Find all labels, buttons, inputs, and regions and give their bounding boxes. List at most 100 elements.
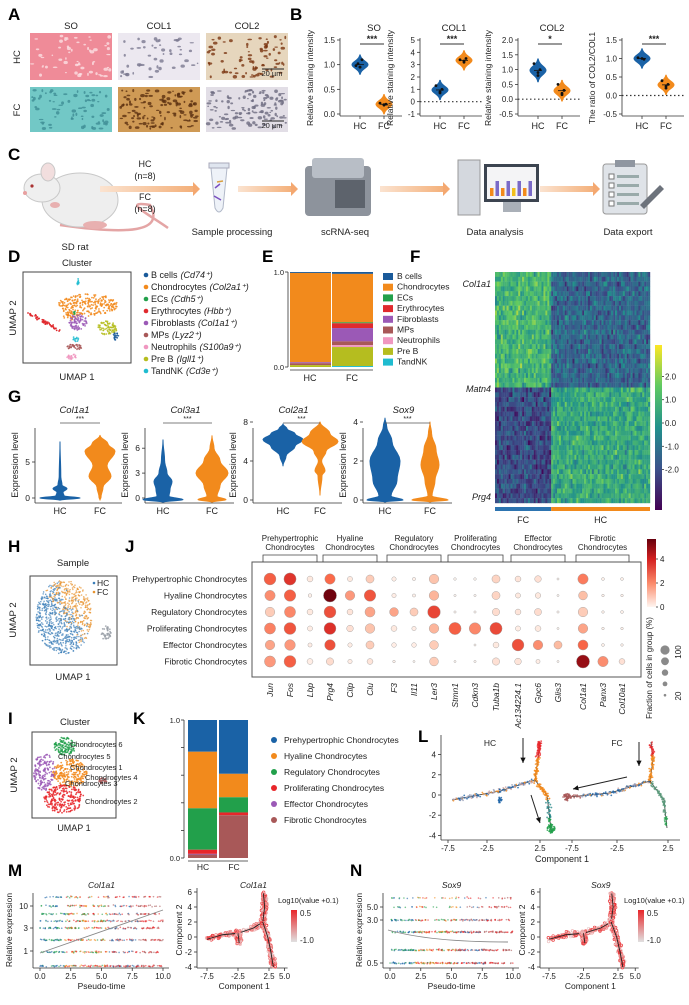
heatmap-cell (630, 272, 633, 278)
cell-point (94, 303, 97, 306)
legend-label: Chondrocytes (397, 282, 449, 292)
heatmap-cell (524, 377, 527, 383)
heatmap-cell (589, 373, 593, 379)
cell (31, 96, 34, 99)
heatmap-cell (620, 272, 624, 278)
cell (238, 58, 242, 63)
heatmap-cell (619, 296, 622, 302)
heatmap-cell (537, 450, 540, 456)
cell-point (108, 322, 111, 325)
heatmap-cell (640, 387, 643, 393)
heatmap-cell (547, 421, 550, 427)
cell (255, 73, 260, 77)
heatmap-cell (529, 435, 533, 441)
legend-item-neutrophils: Neutrophils (S100a9⁺) (143, 342, 241, 352)
heatmap-cell (601, 286, 604, 292)
heatmap-cell (622, 392, 626, 398)
cell-point (71, 325, 74, 328)
heatmap-cell (605, 281, 608, 287)
heatmap-cell (516, 339, 519, 345)
heatmap-cell (549, 305, 552, 311)
cell (183, 119, 188, 122)
heatmap-cell (529, 406, 533, 412)
heatmap-cell (547, 411, 550, 417)
heatmap-cell (597, 421, 600, 427)
cell-point (84, 320, 87, 322)
cell (226, 99, 230, 104)
heatmap-cell (589, 440, 593, 446)
cell (91, 94, 96, 97)
heatmap-cell (615, 397, 618, 403)
heatmap-cell (620, 416, 624, 422)
cell (127, 112, 131, 114)
heatmap-cell (500, 454, 503, 460)
heatmap-cell (566, 272, 569, 278)
cell (104, 120, 109, 124)
heatmap-cell (644, 478, 647, 484)
chart-bar (495, 181, 499, 196)
heatmap-cell (539, 315, 542, 321)
heatmap-cell (537, 454, 540, 460)
x-tick-label: FC (660, 121, 672, 131)
heatmap-cell (638, 300, 641, 306)
cell-point (87, 304, 90, 306)
heatmap-cell (562, 421, 565, 427)
chart-bar (523, 188, 527, 196)
heatmap-cell (496, 296, 500, 302)
cell-point (63, 301, 66, 304)
heatmap-cell (570, 272, 573, 278)
heatmap-cell (630, 426, 633, 432)
heatmap-cell (646, 397, 649, 403)
heatmap-cell (516, 464, 519, 470)
cell-point (93, 309, 96, 312)
cell (41, 126, 47, 131)
cell (274, 46, 278, 48)
heatmap-cell (522, 411, 525, 417)
heatmap-cell (626, 296, 629, 302)
legend-swatch (383, 294, 393, 302)
heatmap-cell (504, 296, 507, 302)
heatmap-cell (613, 315, 616, 321)
heatmap-cell (603, 478, 606, 484)
heatmap-cell (576, 305, 579, 311)
heatmap-cell (570, 382, 573, 388)
heatmap-cell (496, 353, 500, 359)
heatmap-cell (640, 459, 643, 465)
heatmap-cell (591, 315, 595, 321)
heatmap-cell (520, 377, 523, 383)
heatmap-cell (634, 445, 637, 451)
heatmap-cell (508, 286, 511, 292)
heatmap-cell (636, 387, 639, 393)
heatmap-cell (557, 315, 560, 321)
cell-point (102, 329, 105, 332)
heatmap-cell (646, 464, 649, 470)
heatmap-cell (555, 296, 558, 302)
cell (141, 39, 146, 44)
cell-point (110, 308, 113, 311)
heatmap-cell (533, 320, 536, 326)
heatmap-cell (526, 281, 529, 287)
heatmap-cell (613, 286, 616, 292)
heatmap-cell (496, 411, 500, 417)
heatmap-cell (605, 310, 608, 316)
rat-foot (83, 221, 107, 229)
heatmap-cell (533, 324, 536, 330)
heatmap-cell (496, 440, 500, 446)
cell-point (77, 325, 80, 328)
cell-point (91, 296, 93, 299)
heatmap-cell (589, 377, 593, 383)
heatmap-cell (580, 329, 583, 335)
heatmap-cell (557, 411, 560, 417)
cell (278, 71, 283, 74)
heatmap-cell (537, 401, 540, 407)
heatmap-cell (531, 358, 534, 364)
heatmap-cell (580, 320, 583, 326)
heatmap-cell (514, 358, 517, 364)
heatmap-cell (636, 329, 639, 335)
heatmap-cell (609, 281, 612, 287)
heatmap-cell (562, 272, 565, 278)
heatmap-cell (609, 445, 612, 451)
heatmap-cell (545, 474, 548, 480)
heatmap-cell (578, 305, 581, 311)
heatmap-cell (518, 296, 521, 302)
